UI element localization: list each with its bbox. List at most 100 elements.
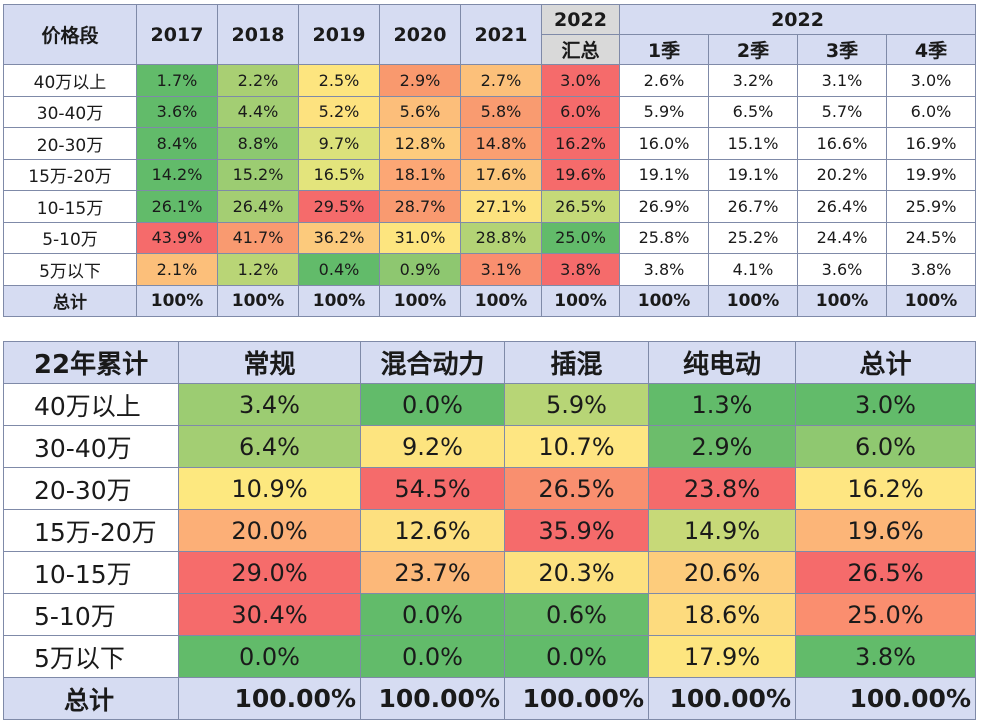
total-cell: 100% [460,284,542,317]
row-label: 30-40万 [3,425,179,468]
data-cell: 20.6% [648,551,796,594]
total-cell: 100% [217,284,299,317]
data-cell: 19.6% [795,509,976,552]
data-cell: 26.5% [795,551,976,594]
data-cell: 26.1% [136,190,218,223]
data-cell: 1.2% [217,253,299,286]
total-row: 总计 100.00% 100.00% 100.00% 100.00% 100.00% [3,677,976,720]
data-cell: 1.3% [648,383,796,426]
data-cell: 16.5% [298,158,380,191]
row-label: 15万-20万 [3,158,137,191]
total-cell: 100.00% [504,677,649,720]
table-row: 20-30万 8.4% 8.8% 9.7% 12.8% 14.8% 16.2% 16.0% 15… [3,127,977,160]
data-cell: 3.6% [136,95,218,128]
powertrain-share-table: 22年累计 常规 混合动力 插混 纯电动 总计 40万以上 3.4% 0.0% 5.9… [3,341,976,720]
header-2022-quarters-group: 2022 [618,4,977,35]
data-cell: 3.8% [619,253,709,286]
data-cell: 10.7% [504,425,649,468]
table-row: 5-10万 30.4% 0.0% 0.6% 18.6% 25.0% [3,593,976,636]
header-year: 2017 [136,4,218,65]
header-quarter: 3季 [797,34,887,65]
data-cell: 17.6% [460,158,542,191]
data-cell: 23.8% [648,467,796,510]
data-cell: 24.5% [885,221,977,254]
row-label: 5-10万 [3,593,179,636]
table-row: 5-10万 43.9% 41.7% 36.2% 31.0% 28.8% 25.0% 25.8%… [3,221,977,254]
price-band-share-body: 40万以上 1.7% 2.2% 2.5% 2.9% 2.7% 3.0% 2.6% 3.2% 3.1… [3,64,977,317]
header-quarter: 4季 [885,34,977,65]
data-cell: 6.5% [708,95,798,128]
data-cell: 8.8% [217,127,299,160]
table-row: 5万以下 0.0% 0.0% 0.0% 17.9% 3.8% [3,635,976,678]
data-cell: 4.1% [708,253,798,286]
data-cell: 6.0% [795,425,976,468]
header-cumulative: 22年累计 [3,341,179,384]
data-cell: 26.5% [504,467,649,510]
data-cell: 3.2% [708,64,798,97]
data-cell: 0.0% [178,635,361,678]
row-label: 40万以上 [3,383,179,426]
data-cell: 3.8% [885,253,977,286]
data-cell: 0.0% [360,593,505,636]
data-cell: 16.2% [541,127,620,160]
data-cell: 5.8% [460,95,542,128]
data-cell: 5.2% [298,95,380,128]
data-cell: 9.7% [298,127,380,160]
data-cell: 5.9% [619,95,709,128]
header-year: 2020 [379,4,461,65]
data-cell: 6.4% [178,425,361,468]
header-year: 2018 [217,4,299,65]
data-cell: 20.0% [178,509,361,552]
data-cell: 12.8% [379,127,461,160]
data-cell: 3.1% [797,64,887,97]
data-cell: 3.6% [797,253,887,286]
row-label: 20-30万 [3,467,179,510]
header-powertrain: 混合动力 [360,341,505,384]
header-quarter: 2季 [708,34,798,65]
data-cell: 41.7% [217,221,299,254]
total-cell: 100% [379,284,461,317]
row-label: 10-15万 [3,190,137,223]
data-cell: 54.5% [360,467,505,510]
header-year: 2021 [460,4,542,65]
data-cell: 10.9% [178,467,361,510]
data-cell: 25.9% [885,190,977,223]
row-label: 20-30万 [3,127,137,160]
total-label: 总计 [3,284,137,317]
header-year: 2019 [298,4,380,65]
header-price-band: 价格段 [3,4,137,65]
data-cell: 5.6% [379,95,461,128]
header-2022-summary-year: 2022 [541,4,620,35]
data-cell: 3.8% [795,635,976,678]
table-row: 10-15万 29.0% 23.7% 20.3% 20.6% 26.5% [3,551,976,594]
header-total: 总计 [795,341,976,384]
table-row: 5万以下 2.1% 1.2% 0.4% 0.9% 3.1% 3.8% 3.8% 4.1% 3.6%… [3,253,977,286]
data-cell: 26.4% [797,190,887,223]
data-cell: 14.9% [648,509,796,552]
row-label: 10-15万 [3,551,179,594]
data-cell: 25.2% [708,221,798,254]
data-cell: 26.7% [708,190,798,223]
table-row: 15万-20万 14.2% 15.2% 16.5% 18.1% 17.6% 19.6% 19.… [3,158,977,191]
data-cell: 8.4% [136,127,218,160]
data-cell: 3.1% [460,253,542,286]
data-cell: 5.7% [797,95,887,128]
total-cell: 100% [885,284,977,317]
data-cell: 24.4% [797,221,887,254]
data-cell: 27.1% [460,190,542,223]
data-cell: 29.5% [298,190,380,223]
data-cell: 3.0% [885,64,977,97]
total-row: 总计 100% 100% 100% 100% 100% 100% 100% 100% 100% 10… [3,284,977,317]
total-cell: 100.00% [178,677,361,720]
row-label: 5万以下 [3,635,179,678]
row-label: 30-40万 [3,95,137,128]
data-cell: 36.2% [298,221,380,254]
price-band-share-table: 价格段 2017 2018 2019 2020 2021 2022 2022 汇… [3,4,977,317]
data-cell: 3.0% [541,64,620,97]
data-cell: 5.9% [504,383,649,426]
data-cell: 2.9% [379,64,461,97]
data-cell: 26.4% [217,190,299,223]
total-cell: 100% [797,284,887,317]
data-cell: 16.9% [885,127,977,160]
data-cell: 28.7% [379,190,461,223]
